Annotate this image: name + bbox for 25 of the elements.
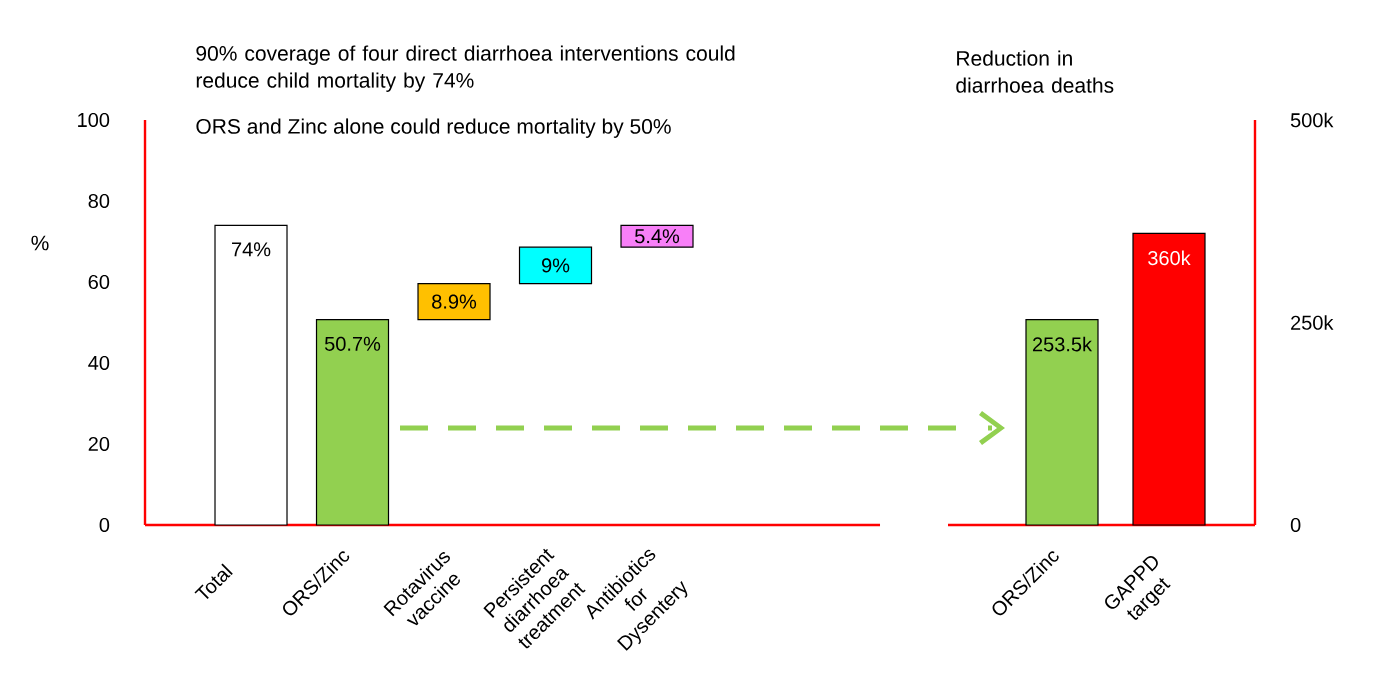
bar [417, 283, 491, 321]
bar [315, 319, 390, 526]
data-label: 8.9% [432, 294, 477, 309]
annotation: ORS and Zinc alone could reduce mortality by 50% [196, 118, 671, 138]
y-tick-label: 0 [1290, 517, 1301, 533]
data-label: 74% [232, 242, 271, 257]
data-label: 9% [542, 258, 570, 273]
data-label: 50.7% [324, 336, 381, 351]
y-tick-label: 0 [99, 517, 110, 533]
y-tick-label: 60 [88, 274, 110, 290]
y-tick-label: 100 [78, 112, 110, 128]
bar [620, 224, 694, 248]
data-label: 253.5k [1032, 336, 1093, 352]
data-label: 360k [1148, 250, 1191, 266]
bar [518, 246, 593, 285]
chart-title: 90% coverage of four direct diarrhoea interventions could reduce child mortality by 74% [196, 45, 735, 92]
y-axis-title: % [31, 235, 49, 251]
y-tick-label: 40 [88, 355, 110, 371]
y-tick-label: 20 [88, 436, 110, 452]
y-tick-label: 250k [1291, 315, 1334, 330]
chart-title: Reduction in diarrhoea deaths [956, 50, 1114, 93]
y-tick-label: 500k [1290, 112, 1334, 128]
bar [214, 224, 288, 526]
data-label: 5.4% [635, 229, 680, 244]
y-tick-label: 80 [88, 193, 110, 209]
